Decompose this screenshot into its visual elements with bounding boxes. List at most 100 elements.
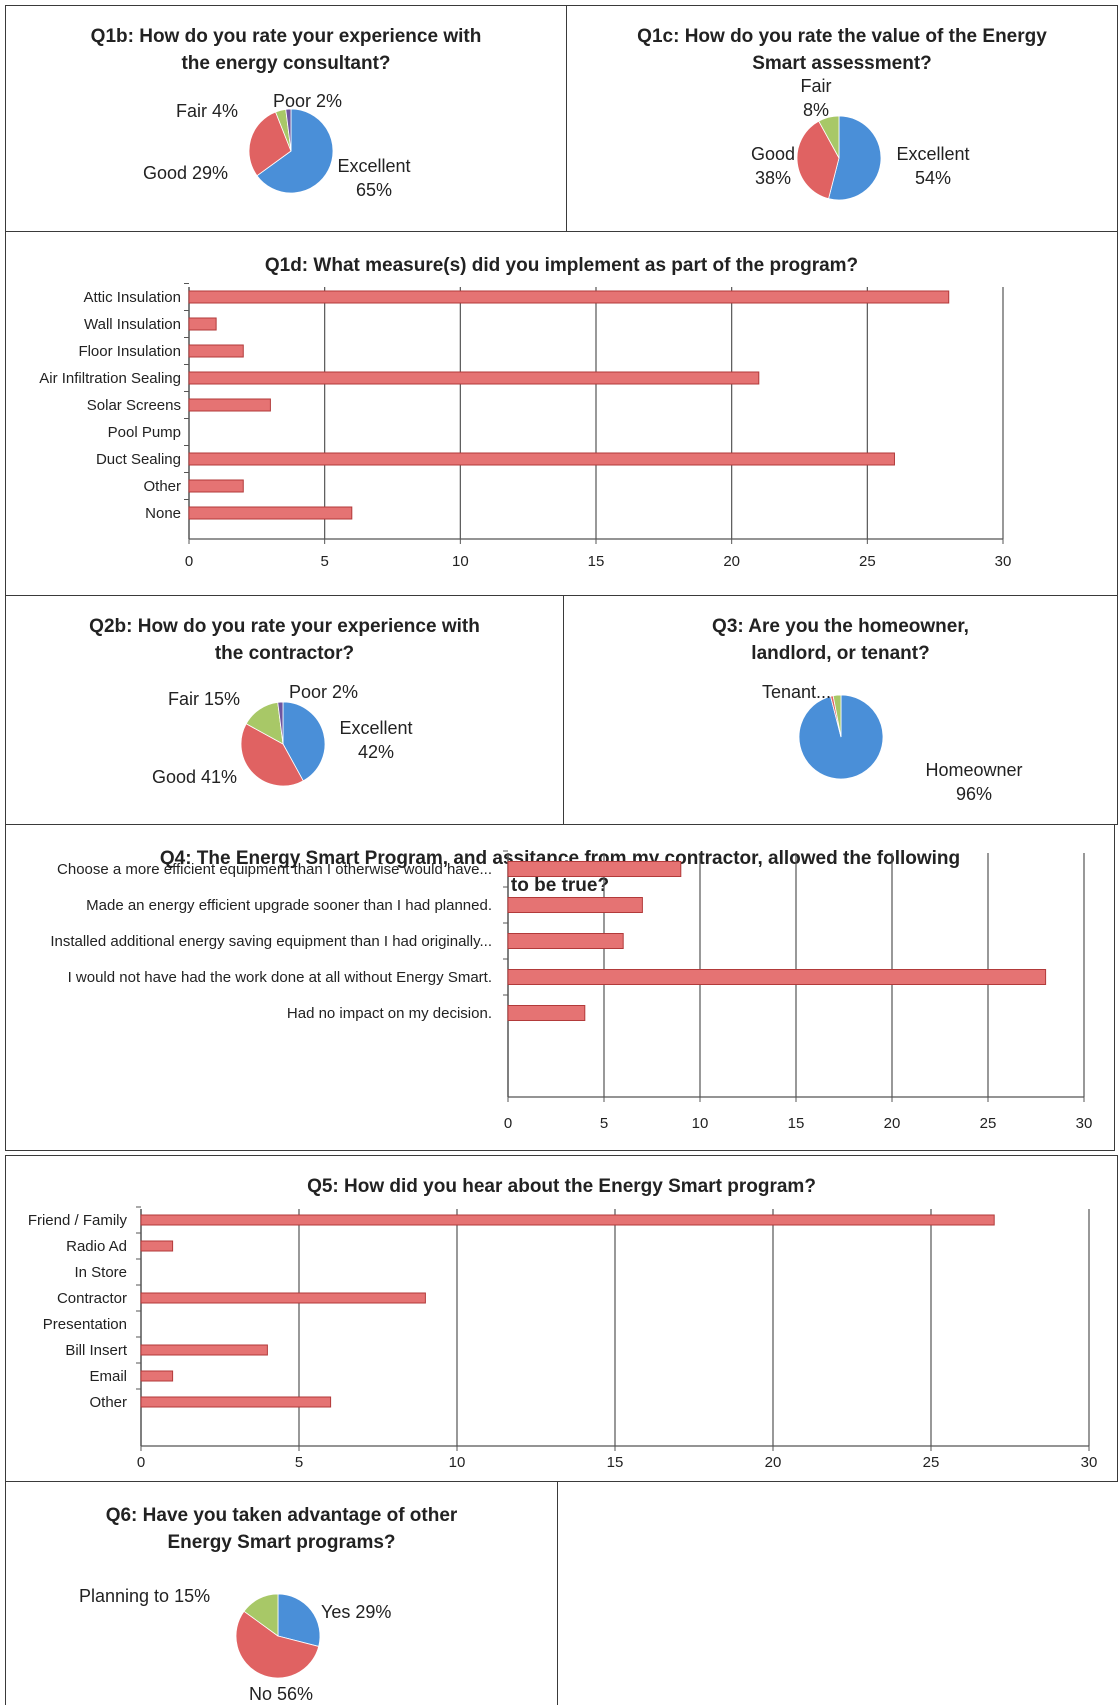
category-label-q1d-0: Attic Insulation: [83, 289, 181, 306]
bar-q5-1: [140, 1240, 174, 1252]
category-label-q4-2: Installed additional energy saving equip…: [50, 933, 492, 950]
bar-q1d-2: [188, 344, 244, 358]
category-label-q5-6: Email: [89, 1368, 127, 1385]
category-label-q5-4: Presentation: [43, 1316, 127, 1333]
pie-label-q1c-good: Good 38%: [750, 144, 796, 188]
category-label-q1d-2: Floor Insulation: [78, 343, 181, 360]
category-label-q5-1: Radio Ad: [66, 1238, 127, 1255]
bar-q5-7: [140, 1396, 332, 1408]
x-tick-label-q4-0: 0: [504, 1115, 512, 1132]
pie-slice-q6-1: [235, 1610, 320, 1679]
pie-label-q3-homeowner: Homeowner 96%: [925, 760, 1023, 804]
pie-label-q6-planning: Planning to 15%: [79, 1586, 211, 1606]
pie-q1b: [248, 108, 334, 194]
x-tick-label-q5-2: 10: [449, 1454, 466, 1471]
category-label-q1d-5: Pool Pump: [108, 424, 181, 441]
category-label-q4-0: Choose a more efficient equipment than I…: [57, 861, 492, 878]
bar-q5-3: [140, 1292, 426, 1304]
pie-slice-q1b-3: [285, 108, 292, 152]
x-tick-label-q4-3: 15: [788, 1115, 805, 1132]
category-label-q4-1: Made an energy efficient upgrade sooner …: [86, 897, 492, 914]
category-label-q1d-8: None: [145, 505, 181, 522]
bar-chart-q5: 0 5 10 15 20 25 30 Friend / Family Radio Ad In St…: [28, 1206, 1098, 1471]
x-tick-label-q5-4: 20: [765, 1454, 782, 1471]
bar-q5-0: [140, 1214, 995, 1226]
category-label-q5-5: Bill Insert: [65, 1342, 128, 1359]
pie-slice-q2b-0: [282, 701, 326, 782]
chart-title-q1b: Q1b: How do you rate your experience wit…: [90, 26, 482, 74]
x-tick-label-q1d-3: 15: [588, 553, 605, 570]
pie-label-q1b-poor: Poor 2%: [273, 91, 343, 111]
pie-slice-q6-0: [277, 1593, 321, 1647]
pie-q6: [235, 1593, 321, 1679]
pie-q3-slices: [798, 694, 884, 780]
x-tick-label-q1d-1: 5: [320, 553, 328, 570]
panel-q6: Q6: Have you taken advantage of other En…: [5, 1481, 558, 1705]
x-tick-label-q5-6: 30: [1081, 1454, 1098, 1471]
chart-title-q4: Q4: The Energy Smart Program, and assita…: [159, 848, 961, 896]
pie-label-q1b-fair: Fair 4%: [176, 101, 239, 121]
category-label-q1d-7: Other: [143, 478, 181, 495]
category-label-q1d-4: Solar Screens: [87, 397, 181, 414]
category-label-q5-0: Friend / Family: [28, 1212, 128, 1229]
pie-label-q1b-good: Good 29%: [143, 163, 229, 183]
pie-slice-q3-2: [832, 694, 842, 738]
pie-label-q6-yes: Yes 29%: [321, 1602, 392, 1622]
category-label-q5-3: Contractor: [57, 1290, 127, 1307]
bar-q1d-3: [188, 371, 760, 385]
bar-q1d-4: [188, 398, 271, 412]
chart-title-q6: Q6: Have you taken advantage of other En…: [105, 1505, 458, 1553]
category-label-q4-4: Had no impact on my decision.: [287, 1005, 492, 1022]
pie-slice-q2b-1: [240, 723, 304, 787]
bar-q4-0: [507, 861, 682, 877]
pie-slice-q1c-1: [796, 120, 840, 200]
pie-label-q1c-fair: Fair 8%: [800, 76, 832, 120]
chart-title-q5: Q5: How did you hear about the Energy Sm…: [307, 1176, 816, 1197]
chart-title-q3: Q3: Are you the homeowner, landlord, or …: [712, 616, 969, 664]
pie-label-q2b-good: Good 41%: [152, 767, 238, 787]
bar-q1d-6: [188, 452, 895, 466]
category-label-q4-3: I would not have had the work done at al…: [68, 969, 492, 986]
chart-title-q1c: Q1c: How do you rate the value of the En…: [637, 26, 1047, 74]
pie-q2b-slices: [240, 701, 326, 787]
panel-q4: Q4: The Energy Smart Program, and assita…: [5, 824, 1115, 1151]
bar-q5-6: [140, 1370, 174, 1382]
pie-slice-q1c-2: [818, 115, 840, 159]
bar-chart-q1d: 0 5 10 15 20 25 30 Attic Insulation Wall Insulat…: [39, 283, 1012, 570]
bar-q4-2: [507, 933, 624, 949]
category-label-q1d-6: Duct Sealing: [96, 451, 181, 468]
chart-title-q1d: Q1d: What measure(s) did you implement a…: [264, 255, 859, 276]
pie-slice-q1c-0: [828, 115, 882, 201]
x-tick-label-q4-6: 30: [1076, 1115, 1093, 1132]
pie-q3: [798, 694, 884, 780]
x-tick-label-q5-3: 15: [607, 1454, 624, 1471]
pie-slice-q2b-3: [277, 701, 284, 745]
x-tick-label-q5-0: 0: [137, 1454, 145, 1471]
pie-label-q2b-poor: Poor 2%: [289, 682, 359, 702]
x-tick-label-q1d-0: 0: [185, 553, 193, 570]
pie-q2b: [240, 701, 326, 787]
panel-q2b: Q2b: How do you rate your experience wit…: [5, 595, 564, 825]
x-tick-label-q1d-6: 30: [995, 553, 1012, 570]
pie-slice-q1b-1: [248, 111, 292, 177]
x-tick-label-q5-1: 5: [295, 1454, 303, 1471]
bar-q4-4: [507, 1005, 586, 1021]
category-label-q5-2: In Store: [74, 1264, 127, 1281]
x-tick-label-q4-2: 10: [692, 1115, 709, 1132]
panel-q1c: Q1c: How do you rate the value of the En…: [566, 5, 1118, 232]
panel-q5: Q5: How did you hear about the Energy Sm…: [5, 1155, 1118, 1482]
pie-label-q6-no: No 56%: [249, 1684, 314, 1704]
pie-slice-q1b-0: [256, 108, 334, 194]
panel-q1d: Q1d: What measure(s) did you implement a…: [5, 231, 1118, 596]
pie-label-q1b-excellent: Excellent 65%: [337, 156, 411, 200]
x-tick-label-q4-5: 25: [980, 1115, 997, 1132]
bar-chart-q4: 0 5 10 15 20 25 30 Choose a more efficient equi…: [50, 850, 1093, 1132]
pie-label-q3-tenant: Tenant...: [762, 682, 832, 702]
bar-q1d-7: [188, 479, 244, 493]
pie-label-q2b-fair: Fair 15%: [168, 689, 241, 709]
x-tick-label-q4-1: 5: [600, 1115, 608, 1132]
category-label-q1d-3: Air Infiltration Sealing: [39, 370, 181, 387]
pie-label-q2b-excellent: Excellent 42%: [339, 718, 413, 762]
category-label-q1d-1: Wall Insulation: [84, 316, 181, 333]
pie-slice-q6-2: [243, 1593, 279, 1637]
